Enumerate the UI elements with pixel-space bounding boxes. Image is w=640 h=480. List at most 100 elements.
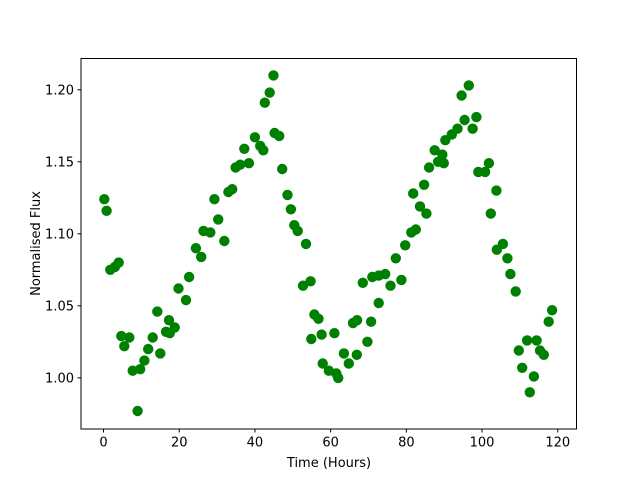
data-point: [183, 271, 195, 283]
data-point: [101, 205, 112, 216]
data-point: [139, 355, 150, 366]
data-point: [421, 208, 432, 219]
data-point: [524, 387, 535, 398]
x-tick-label: 120: [545, 436, 570, 451]
data-point: [205, 227, 216, 238]
data-point: [292, 225, 303, 237]
data-point: [396, 274, 407, 286]
data-point: [408, 188, 419, 199]
data-point: [258, 145, 269, 156]
data-point: [351, 349, 362, 360]
data-point: [338, 348, 350, 359]
data-point: [116, 330, 127, 342]
data-point: [180, 294, 192, 306]
data-point: [365, 316, 377, 327]
data-point: [385, 280, 396, 291]
data-point: [546, 305, 558, 316]
data-point: [274, 130, 285, 142]
data-point: [285, 204, 297, 215]
y-tick-label: 1.05: [45, 299, 74, 314]
data-point: [277, 163, 288, 175]
data-point: [531, 335, 542, 346]
data-point: [329, 328, 340, 339]
data-point: [410, 224, 421, 235]
data-point: [357, 277, 368, 288]
x-tick-label: 20: [171, 436, 188, 451]
data-point: [259, 97, 270, 108]
data-point: [456, 90, 467, 101]
data-point: [513, 345, 524, 356]
data-point: [297, 280, 309, 291]
data-point: [414, 201, 426, 212]
data-point: [351, 315, 363, 326]
data-point: [268, 70, 279, 81]
data-point: [249, 132, 261, 143]
data-point: [306, 333, 317, 345]
data-point: [380, 268, 391, 280]
data-point: [239, 143, 250, 154]
y-tick-label: 1.10: [45, 227, 74, 242]
data-point: [227, 184, 238, 195]
y-tick-label: 1.15: [45, 155, 74, 170]
data-point: [99, 194, 110, 205]
data-point: [219, 235, 230, 247]
data-point: [528, 371, 540, 382]
x-tick-label: 60: [322, 436, 339, 451]
data-point: [467, 123, 478, 134]
data-point: [491, 185, 502, 196]
data-point: [437, 149, 448, 160]
x-tick-label: 80: [398, 436, 415, 451]
data-point: [471, 111, 482, 123]
x-tick-label: 0: [99, 436, 107, 451]
data-point: [362, 336, 373, 347]
data-point: [282, 189, 293, 201]
data-point: [317, 358, 328, 369]
data-point: [135, 364, 146, 375]
data-points-group: [99, 70, 558, 417]
data-point: [132, 405, 143, 417]
data-point: [538, 349, 549, 360]
data-point: [147, 332, 158, 343]
data-point: [438, 158, 449, 169]
data-point: [305, 276, 316, 287]
data-point: [459, 114, 470, 126]
data-point: [143, 343, 154, 355]
y-tick-label: 1.20: [45, 83, 74, 98]
data-point: [463, 80, 474, 91]
data-point: [155, 348, 166, 359]
data-point: [119, 341, 130, 352]
data-point: [124, 332, 135, 343]
data-point: [543, 316, 554, 327]
data-point: [300, 238, 312, 250]
y-axis-label: Normalised Flux: [29, 191, 44, 296]
data-point: [452, 123, 463, 134]
data-point: [502, 253, 513, 264]
data-point: [169, 322, 180, 333]
x-tick-label: 100: [470, 436, 495, 451]
y-tick-label: 1.00: [45, 371, 74, 386]
data-point: [479, 166, 491, 178]
data-point: [517, 362, 528, 373]
data-point: [373, 297, 384, 309]
data-point: [316, 329, 327, 340]
data-point: [390, 253, 401, 264]
data-point: [423, 162, 435, 173]
data-point: [235, 159, 246, 170]
data-point: [196, 251, 207, 263]
data-point: [152, 306, 163, 317]
data-point: [209, 194, 220, 205]
data-point: [521, 335, 533, 346]
data-point: [264, 87, 275, 98]
data-point: [400, 240, 411, 251]
data-point: [113, 257, 124, 268]
data-point: [313, 313, 324, 324]
data-point: [333, 372, 344, 384]
data-point: [505, 268, 516, 280]
data-point: [343, 358, 354, 369]
data-point: [483, 158, 495, 169]
data-point: [497, 238, 509, 250]
data-point: [243, 158, 255, 169]
x-axis-label: Time (Hours): [286, 456, 371, 471]
